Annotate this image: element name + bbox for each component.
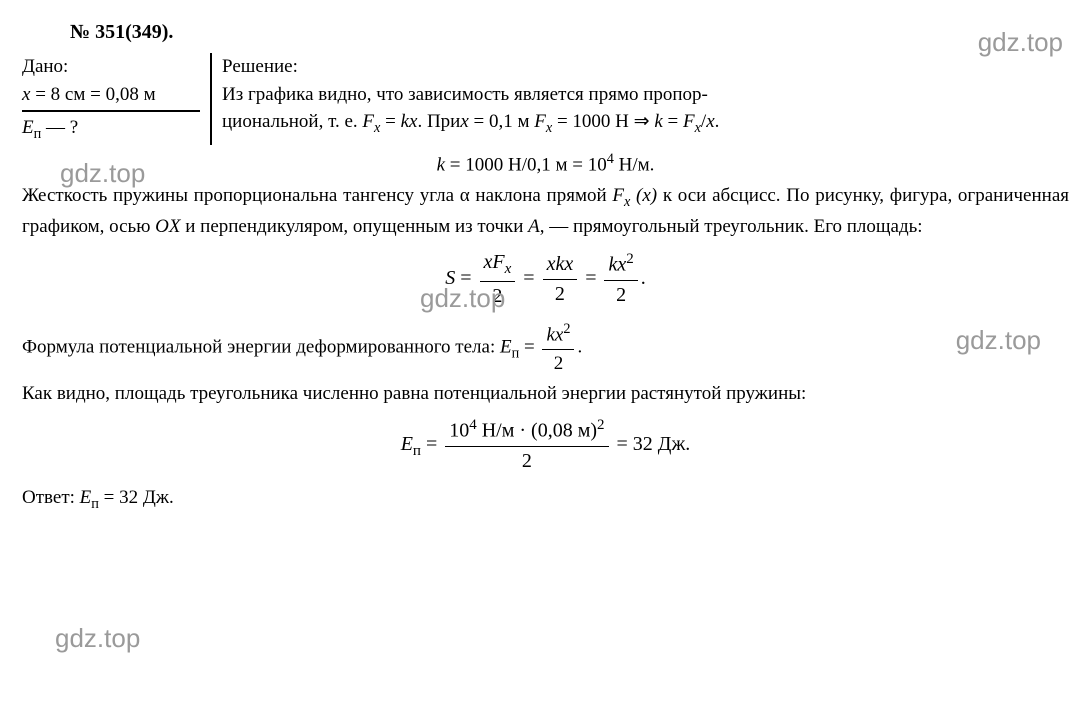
sym-F: F — [683, 111, 695, 132]
given-solution-row: Дано: x = 8 см = 0,08 м Eп — ? Решение: … — [22, 53, 1069, 145]
paragraph-stiffness: Жесткость пружины пропорциональна танген… — [22, 182, 1069, 240]
fraction: kx2 2 — [542, 319, 574, 377]
E-question: — ? — [41, 117, 78, 138]
problem-number: № 351(349). — [70, 18, 1069, 47]
answer-label: Ответ: — [22, 487, 80, 508]
fraction: kx2 2 — [604, 249, 637, 310]
den: 2 — [480, 282, 516, 311]
sym-E: E — [80, 487, 92, 508]
text: = — [523, 267, 539, 289]
text: и перпендикуляром, опущенным из точки — [180, 216, 528, 237]
text: = — [585, 267, 601, 289]
text: = 32 Дж. — [612, 433, 691, 455]
num-sub: x — [505, 261, 512, 277]
E-sub: п — [91, 496, 99, 512]
text: . — [577, 337, 582, 358]
sym-x: x — [460, 111, 468, 132]
solution-label: Решение: — [222, 53, 1069, 81]
sym-k: k — [654, 111, 662, 132]
text: . — [715, 111, 720, 132]
fraction: 104 Н/м · (0,08 м)2 2 — [445, 415, 608, 476]
text: , — прямоугольный треуголь­ник. Его площ… — [540, 216, 923, 237]
given-block: Дано: x = 8 см = 0,08 м Eп — ? — [22, 53, 212, 145]
num-sup: 2 — [626, 251, 634, 267]
given-x-line: x = 8 см = 0,08 м — [22, 81, 200, 113]
equation-k: k = 1000 Н/0,1 м = 104 Н/м. — [22, 149, 1069, 179]
equation-S: S = xFx 2 = xkx 2 = kx2 2 . — [22, 248, 1069, 311]
num: xF — [484, 251, 505, 273]
text: = 0,1 м — [469, 111, 535, 132]
text: Жесткость пружины пропорциональна танген… — [22, 185, 612, 206]
sym-F: F — [534, 111, 546, 132]
var-E: E — [22, 117, 34, 138]
watermark: gdz.top — [55, 620, 140, 658]
solution-p1b: циональной, т. е. Fx = kx. Приx = 0,1 м … — [222, 108, 1069, 138]
text: . При — [417, 111, 460, 132]
solution-block: Решение: Из графика видно, что зависимос… — [212, 53, 1069, 145]
text: = 1000 Н ⇒ — [552, 111, 654, 132]
paragraph-conclusion: Как видно, площадь треугольника численно… — [22, 380, 1069, 408]
sym-E: E — [401, 433, 413, 455]
num: xkx — [543, 250, 578, 280]
num: 104 Н/м · (0,08 м)2 — [445, 415, 608, 447]
text: = — [380, 111, 400, 132]
equation-final: Eп = 104 Н/м · (0,08 м)2 2 = 32 Дж. — [22, 415, 1069, 476]
answer-line: Ответ: Eп = 32 Дж. — [22, 484, 1069, 514]
den: 2 — [543, 280, 578, 309]
text: . — [641, 267, 646, 289]
text: 10 — [449, 420, 469, 442]
sym-x: x — [706, 111, 714, 132]
solution-p1a: Из графика видно, что зависимость являет… — [222, 81, 1069, 109]
answer-value: = 32 Дж. — [99, 487, 174, 508]
text: = — [519, 337, 539, 358]
exponent: 4 — [607, 151, 614, 167]
num-sup: 2 — [563, 321, 570, 337]
exponent: 2 — [597, 417, 605, 433]
sym-S: S — [445, 267, 455, 289]
text: = — [663, 111, 683, 132]
sym-F: F — [612, 185, 624, 206]
sym-paren: (x) — [630, 185, 657, 206]
exponent: 4 — [469, 417, 477, 433]
sym-kx: kx — [401, 111, 418, 132]
text: циональной, т. е. — [222, 111, 362, 132]
paragraph-formula: Формула потенциальной энергии деформиров… — [22, 319, 1069, 377]
text: Н/м. — [614, 154, 655, 175]
text: = — [421, 433, 442, 455]
fraction: xFx 2 — [480, 248, 516, 311]
num: kx — [608, 254, 626, 276]
fraction: xkx 2 — [543, 250, 578, 309]
given-E-line: Eп — ? — [22, 112, 200, 144]
sym-F: F — [362, 111, 374, 132]
x-value: = 8 см = 0,08 м — [30, 84, 155, 105]
sym-k: k — [437, 154, 445, 175]
text: = — [455, 267, 476, 289]
given-label: Дано: — [22, 53, 200, 81]
den: 2 — [604, 281, 637, 310]
sym-E: E — [500, 337, 512, 358]
text: Н/м · (0,08 м) — [477, 420, 597, 442]
text: = 1000 Н/0,1 м = 10 — [445, 154, 607, 175]
num: kx — [546, 325, 563, 346]
den: 2 — [542, 350, 574, 378]
sym-A: A — [528, 216, 540, 237]
den: 2 — [445, 447, 608, 476]
sym-OX: OX — [155, 216, 180, 237]
text: Формула потенциальной энергии деформиров… — [22, 337, 500, 358]
E-sub: п — [413, 443, 421, 459]
